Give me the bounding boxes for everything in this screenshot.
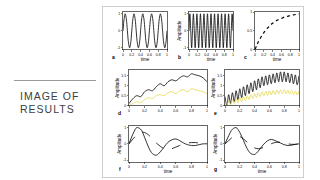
svg-text:1: 1 <box>124 84 126 88</box>
svg-text:0.6: 0.6 <box>213 53 218 57</box>
svg-text:0.2: 0.2 <box>261 53 266 57</box>
svg-text:0.5: 0.5 <box>247 29 252 33</box>
svg-text:time: time <box>164 169 173 174</box>
svg-text:1: 1 <box>118 12 120 16</box>
svg-text:0: 0 <box>224 109 226 113</box>
svg-text:0.2: 0.2 <box>142 165 147 169</box>
svg-text:1: 1 <box>232 53 234 57</box>
svg-text:0: 0 <box>254 53 256 57</box>
svg-text:0.2: 0.2 <box>142 109 147 113</box>
svg-text:0.2: 0.2 <box>129 53 134 57</box>
svg-text:Amplitude: Amplitude <box>213 133 218 154</box>
svg-text:0.6: 0.6 <box>279 53 284 57</box>
svg-text:0: 0 <box>220 104 222 108</box>
svg-text:-1: -1 <box>123 158 126 162</box>
svg-text:0.6: 0.6 <box>267 109 272 113</box>
svg-text:1: 1 <box>124 126 126 130</box>
svg-text:time: time <box>273 57 282 62</box>
svg-text:0.8: 0.8 <box>282 165 287 169</box>
svg-text:0: 0 <box>128 109 130 113</box>
svg-text:b: b <box>178 54 181 60</box>
svg-text:time: time <box>141 57 150 62</box>
svg-text:0.8: 0.8 <box>189 165 194 169</box>
svg-text:-1: -1 <box>219 158 222 162</box>
svg-text:time: time <box>258 169 267 174</box>
svg-text:Amplitude: Amplitude <box>177 20 182 41</box>
svg-text:0.4: 0.4 <box>138 53 143 57</box>
svg-text:0.6: 0.6 <box>173 109 178 113</box>
svg-text:Amplitude: Amplitude <box>117 133 122 154</box>
svg-text:0.4: 0.4 <box>158 165 163 169</box>
svg-text:0.8: 0.8 <box>156 53 161 57</box>
svg-text:0.2: 0.2 <box>237 165 242 169</box>
svg-text:Amplitude: Amplitude <box>211 77 216 98</box>
svg-text:1: 1 <box>166 53 168 57</box>
svg-text:0.8: 0.8 <box>189 109 194 113</box>
svg-text:g: g <box>214 166 217 172</box>
svg-text:0.4: 0.4 <box>204 53 209 57</box>
svg-text:0.8: 0.8 <box>282 109 287 113</box>
svg-text:0: 0 <box>224 165 226 169</box>
svg-text:d: d <box>118 110 121 116</box>
svg-text:0.2: 0.2 <box>195 53 200 57</box>
svg-text:1: 1 <box>220 84 222 88</box>
svg-text:0: 0 <box>124 104 126 108</box>
svg-text:1: 1 <box>184 12 186 16</box>
svg-text:0.5: 0.5 <box>217 94 222 98</box>
svg-text:0.5: 0.5 <box>121 94 126 98</box>
svg-text:1: 1 <box>298 165 300 169</box>
svg-text:time: time <box>207 57 216 62</box>
svg-text:-1: -1 <box>117 46 120 50</box>
svg-text:0: 0 <box>122 53 124 57</box>
html-text:IMAGE OF RESULTS: IMAGE OF RESULTS <box>20 90 80 115</box>
svg-text:0.8: 0.8 <box>222 53 227 57</box>
svg-text:1: 1 <box>206 109 208 113</box>
svg-text:1: 1 <box>298 109 300 113</box>
svg-text:f: f <box>119 166 121 172</box>
svg-text:1: 1 <box>206 165 208 169</box>
svg-text:0: 0 <box>118 29 120 33</box>
svg-text:0.8: 0.8 <box>288 53 293 57</box>
svg-text:c: c <box>244 54 247 60</box>
svg-text:0: 0 <box>128 165 130 169</box>
svg-text:Amplitude: Amplitude <box>115 77 120 98</box>
svg-text:1: 1 <box>250 10 252 14</box>
svg-text:0: 0 <box>220 142 222 146</box>
svg-text:0: 0 <box>184 29 186 33</box>
svg-text:1: 1 <box>220 126 222 130</box>
svg-text:0: 0 <box>250 48 252 52</box>
svg-text:0: 0 <box>124 142 126 146</box>
svg-text:0.4: 0.4 <box>158 109 163 113</box>
svg-text:0: 0 <box>188 53 190 57</box>
svg-text:0.6: 0.6 <box>267 165 272 169</box>
svg-text:-1: -1 <box>183 46 186 50</box>
svg-text:a: a <box>112 54 115 60</box>
svg-text:0.4: 0.4 <box>252 165 257 169</box>
svg-text:0.2: 0.2 <box>237 109 242 113</box>
svg-text:e: e <box>214 110 217 116</box>
svg-text:1: 1 <box>298 53 300 57</box>
svg-text:0.4: 0.4 <box>270 53 275 57</box>
svg-text:0.4: 0.4 <box>252 109 257 113</box>
svg-text:0.6: 0.6 <box>173 165 178 169</box>
svg-text:1.5: 1.5 <box>217 74 222 78</box>
svg-text:1.5: 1.5 <box>121 74 126 78</box>
svg-text:0.6: 0.6 <box>147 53 152 57</box>
